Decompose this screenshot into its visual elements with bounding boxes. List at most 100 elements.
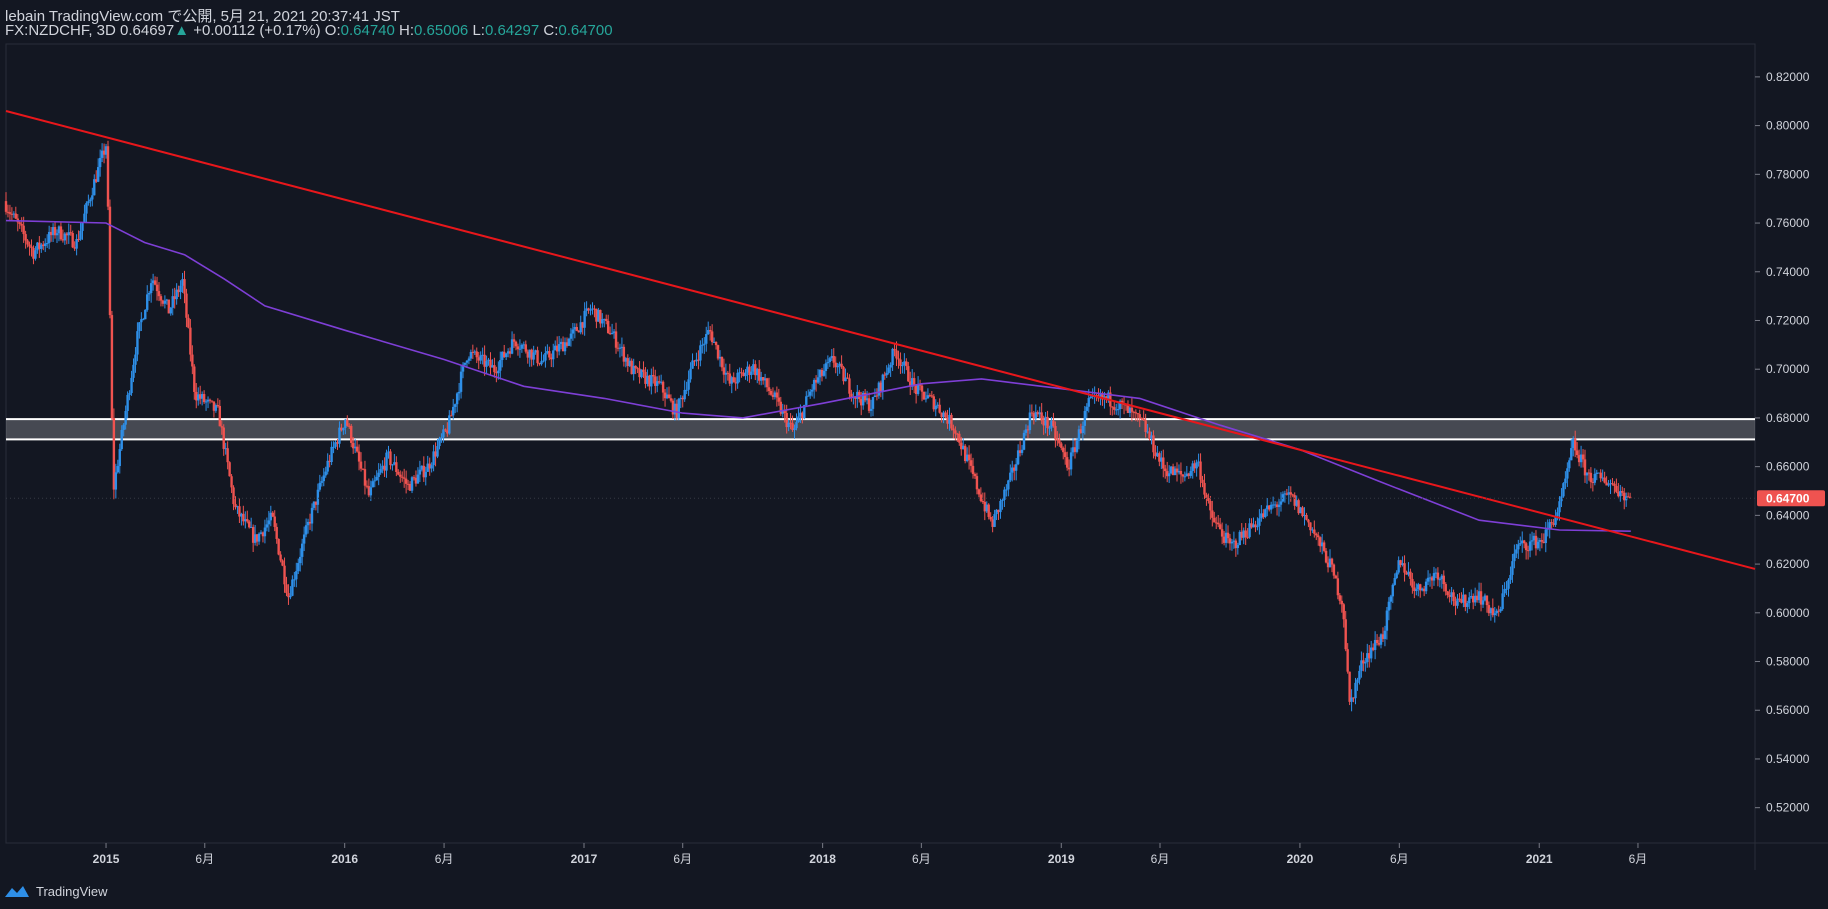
candle-body [1354,682,1357,699]
candle-body [575,326,578,331]
candle-body [893,348,896,351]
candle-body [506,351,510,354]
candle-body [914,385,918,394]
candle-body [836,365,839,368]
candle-body [136,331,139,355]
candle-body [1138,414,1141,418]
candle-body [883,374,886,376]
candle-body [969,460,973,466]
candle-body [638,368,641,378]
candle-body [569,333,573,339]
candle-body [1087,398,1090,407]
candle-body [397,471,400,475]
candle-body [153,280,157,285]
candle-body [1044,416,1047,426]
candle-body [503,351,506,358]
candle-body [1570,448,1573,461]
candle-body [77,239,80,241]
candle-body [589,309,592,311]
candle-body [838,363,841,366]
candle-body [787,422,790,428]
candle-body [1489,608,1493,614]
candle-body [508,351,512,354]
time-tick-label: 2015 [93,852,120,866]
candle-body [10,213,14,215]
candle-body [1254,524,1257,528]
candle-body [538,363,541,365]
candle-body [879,382,883,392]
candle-body [1397,560,1400,573]
candle-body [230,476,233,488]
price-axis[interactable]: 0.82000 0.80000 0.78000 0.76000 0.74000 0.720… [1755,70,1825,815]
candle-body [1458,598,1461,600]
candle-body [220,426,223,428]
candle-body [1358,670,1361,680]
candle-body [1038,412,1041,415]
candle-body [805,396,808,405]
candle-body [342,428,345,431]
candle-body [775,392,779,398]
candle-body [899,359,902,366]
candle-body [1552,523,1555,525]
time-axis[interactable]: 2015 6月 2016 6月 2017 6月 2018 6月 2019 6月 2020 6月 2021… [93,843,1648,866]
candle-body [669,398,673,401]
candle-body [1330,558,1334,565]
candle-body [363,469,367,486]
candle-body [1238,531,1241,546]
candle-body [738,372,741,374]
candle-body [355,446,359,452]
candle-body [249,527,253,529]
candle-body [987,504,990,517]
candle-body [936,404,939,406]
candle-body [789,422,792,424]
candle-body [1344,619,1347,650]
candle-body [34,250,37,259]
candle-body [116,466,120,473]
candle-body [212,401,216,411]
candle-body [293,579,296,581]
candle-body [1440,575,1444,580]
candle-body [463,362,467,365]
candle-body [55,233,59,236]
candle-body [1297,500,1300,514]
candle-body [1526,550,1530,552]
candle-body [840,363,843,368]
candle-body [873,395,877,398]
candle-body [1532,535,1536,541]
candle-body [1611,483,1614,485]
candle-body [881,374,884,392]
candle-body [89,199,92,202]
candle-body [100,150,104,158]
candle-body [942,412,945,418]
candle-body [1593,473,1597,483]
tradingview-branding[interactable]: TradingView [4,880,108,902]
candle-body [1252,524,1255,528]
candle-body [1132,411,1136,413]
candle-body [1128,407,1132,413]
time-tick-label: 6月 [1151,852,1170,866]
candle-body [1011,467,1014,473]
candle-body [712,341,716,343]
candle-body [1001,499,1004,501]
candle-body [185,293,188,318]
candle-body [285,584,288,594]
candle-body [820,369,824,376]
plot-area[interactable] [5,43,1756,844]
candle-body [44,243,47,247]
resistance-zone[interactable] [6,418,1755,441]
candle-body [532,352,535,360]
candle-body [846,377,849,379]
candle-body [310,507,314,524]
candle-body [114,472,118,490]
candle-body [430,465,433,469]
candle-body [830,355,833,359]
candle-body [120,429,123,450]
candle-body [1589,472,1593,482]
candle-body [1591,481,1595,483]
candle-body [1160,457,1163,462]
candle-body [112,418,116,490]
candle-body [579,322,582,333]
trendline-layer[interactable] [5,110,1756,570]
tradingview-logo-icon [5,886,29,897]
